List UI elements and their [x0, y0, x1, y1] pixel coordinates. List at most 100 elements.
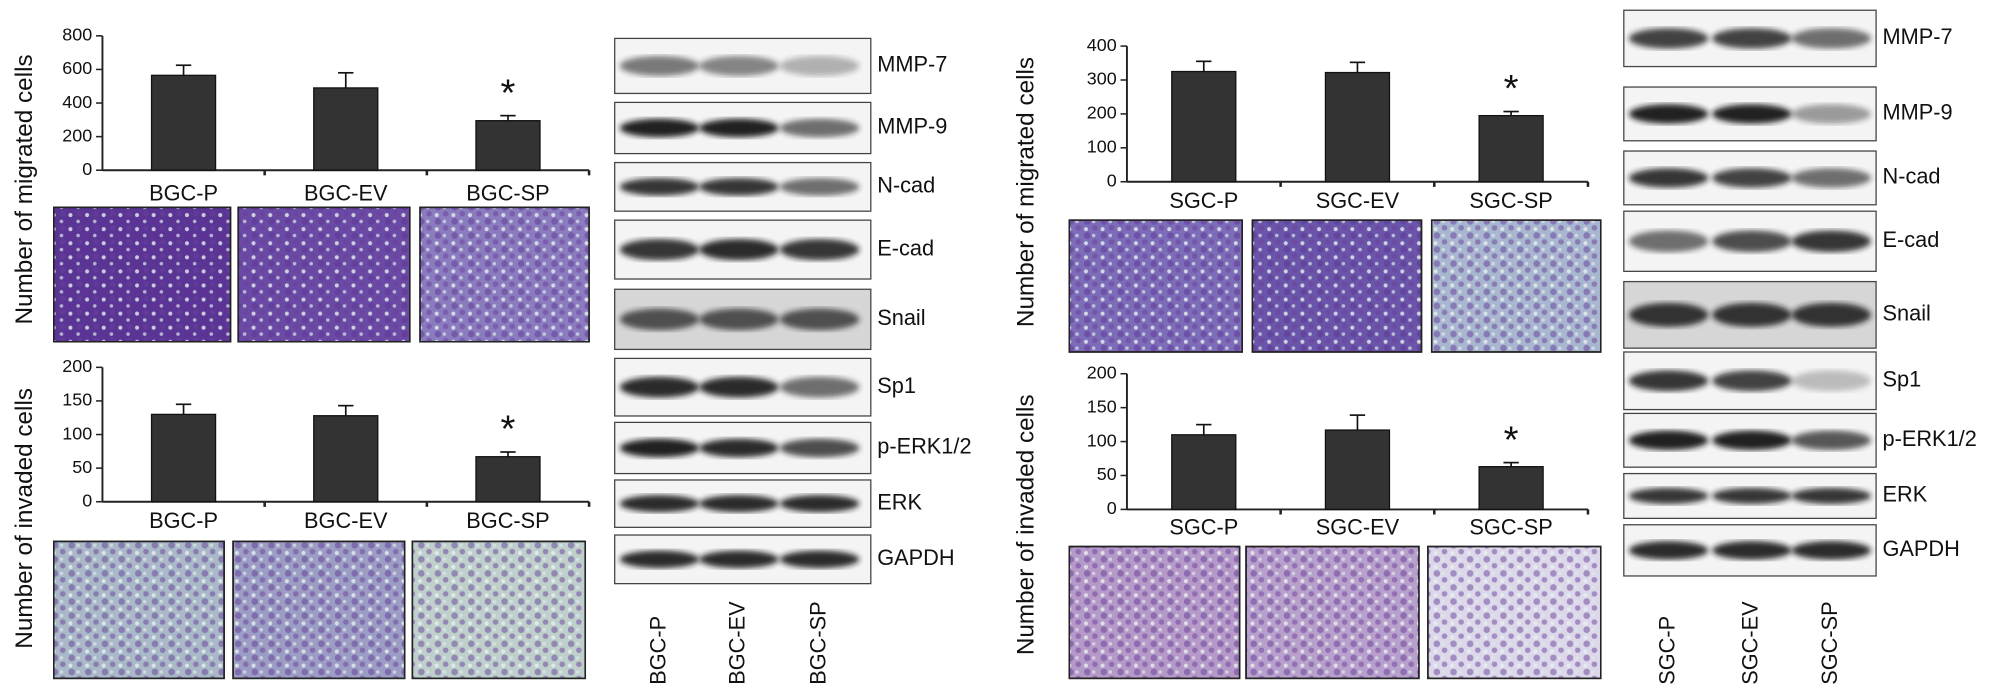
blot-band — [1712, 370, 1792, 392]
annotation: * — [500, 408, 515, 451]
bar — [150, 74, 217, 171]
protein-label: N-cad — [877, 173, 935, 198]
x-tick-label: BGC-EV — [304, 508, 388, 533]
y-tick-label: 200 — [1087, 103, 1117, 123]
protein-label: Snail — [1883, 301, 1931, 326]
x-tick-label: SGC-P — [1169, 514, 1238, 539]
blot-band — [619, 495, 700, 513]
y-axis-label: Number of migrated cells — [11, 54, 38, 324]
lane-label: SGC-P — [1654, 616, 1679, 685]
blot-band — [779, 376, 860, 398]
micrograph-texture — [419, 206, 590, 343]
x-tick-label: BGC-SP — [466, 508, 549, 533]
protein-label: MMP-9 — [877, 114, 947, 139]
y-tick-label: 100 — [1087, 430, 1117, 450]
protein-label: MMP-7 — [1883, 24, 1953, 49]
blot-band — [779, 550, 860, 569]
x-tick-label: SGC-SP — [1469, 188, 1552, 213]
blot-band — [1628, 230, 1709, 253]
blot-band — [619, 308, 700, 331]
x-tick-label: BGC-P — [149, 180, 218, 205]
x-tick-label: BGC-P — [149, 508, 218, 533]
bar — [313, 415, 379, 503]
blot-band — [1628, 168, 1709, 188]
blot-band — [1712, 487, 1792, 505]
blot-band — [1791, 168, 1871, 188]
micrograph-texture — [1430, 219, 1602, 353]
lane-label: BGC-SP — [805, 601, 830, 684]
protein-label: GAPDH — [877, 545, 954, 570]
blot-band — [1628, 541, 1709, 560]
y-tick-label: 800 — [62, 25, 92, 45]
lane-label: BGC-EV — [725, 601, 750, 685]
y-tick-label: 200 — [1087, 362, 1117, 382]
blot-band — [779, 438, 860, 458]
y-tick-label: 150 — [1087, 396, 1117, 416]
micrograph-texture — [232, 540, 406, 680]
protein-label: Snail — [877, 305, 925, 330]
blot-band — [1712, 104, 1792, 124]
blot-band — [1628, 370, 1709, 392]
bar — [1171, 434, 1237, 511]
blot-band — [1628, 302, 1709, 327]
blot-band — [619, 376, 700, 398]
protein-label: Sp1 — [877, 373, 916, 398]
blot-band — [619, 550, 700, 569]
blot-band — [1628, 487, 1709, 505]
y-tick-label: 50 — [72, 457, 92, 477]
blot-band — [699, 376, 779, 398]
lane-label: BGC-P — [645, 616, 670, 685]
protein-label: ERK — [1883, 482, 1928, 507]
micrograph-texture — [1245, 545, 1420, 680]
y-axis-label: Number of invaded cells — [1012, 394, 1039, 655]
blot-band — [1712, 230, 1792, 253]
protein-label: MMP-9 — [1883, 100, 1953, 125]
x-tick-label: SGC-EV — [1316, 514, 1400, 539]
bar — [313, 87, 379, 171]
x-tick-label: SGC-EV — [1316, 188, 1400, 213]
blot-band — [779, 56, 860, 76]
y-tick-label: 400 — [62, 92, 92, 112]
bar — [1478, 466, 1544, 511]
bar — [150, 413, 217, 503]
micrograph-texture — [53, 206, 232, 343]
protein-label: N-cad — [1883, 164, 1941, 189]
bar — [475, 120, 541, 171]
x-tick-label: SGC-P — [1169, 188, 1238, 213]
blot-band — [1791, 430, 1871, 450]
blot-band — [1712, 302, 1792, 327]
blot-band — [1791, 28, 1871, 49]
annotation: * — [1504, 67, 1519, 110]
protein-label: p-ERK1/2 — [877, 434, 971, 459]
y-tick-label: 0 — [1107, 498, 1117, 518]
blot-band — [1791, 370, 1871, 392]
blot-band — [619, 238, 700, 261]
y-tick-label: 600 — [62, 58, 92, 78]
protein-label: p-ERK1/2 — [1883, 426, 1977, 451]
y-tick-label: 200 — [62, 125, 92, 145]
micrograph-texture — [411, 540, 587, 680]
y-tick-label: 400 — [1087, 35, 1117, 55]
blot-band — [779, 495, 860, 513]
blot-band — [619, 438, 700, 458]
bar — [1324, 429, 1391, 511]
bar — [1324, 71, 1391, 183]
protein-label: GAPDH — [1883, 536, 1960, 561]
blot-band — [1712, 541, 1792, 560]
y-tick-label: 50 — [1097, 464, 1117, 484]
blot-band — [1712, 430, 1792, 450]
blot-band — [1791, 230, 1871, 253]
y-tick-label: 0 — [82, 159, 92, 179]
blot-band — [699, 495, 779, 513]
blot-band — [699, 438, 779, 458]
lane-label: SGC-SP — [1817, 601, 1842, 684]
blot-band — [699, 238, 779, 261]
blot-band — [619, 118, 700, 138]
protein-label: Sp1 — [1883, 367, 1922, 392]
blot-band — [1791, 104, 1871, 124]
micrograph-texture — [53, 540, 225, 680]
y-tick-label: 100 — [1087, 137, 1117, 157]
micrograph-texture — [237, 206, 411, 343]
protein-label: MMP-7 — [877, 52, 947, 77]
blot-band — [1628, 430, 1709, 450]
